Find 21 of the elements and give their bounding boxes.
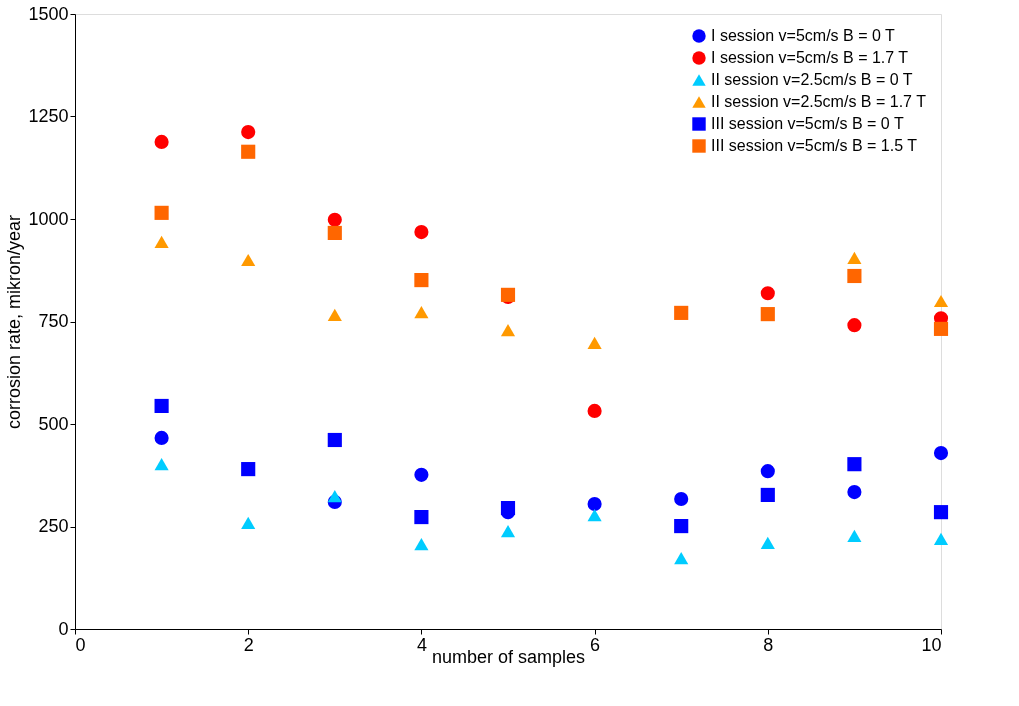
y-axis-title: corrosion rate, mikron/year: [4, 214, 25, 430]
x-tick-label: 2: [243, 634, 254, 655]
y-tick-label: 0: [58, 618, 69, 639]
legend-label: I session v=5cm/s B = 1.7 T: [711, 49, 909, 66]
legend-label: I session v=5cm/s B = 0 T: [711, 27, 896, 44]
x-tick-label: 6: [590, 634, 601, 655]
y-tick-label: 250: [38, 516, 69, 536]
y-tick-label: 1500: [28, 3, 69, 24]
x-tick-label: 10: [921, 634, 942, 655]
y-tick-label: 500: [38, 413, 69, 434]
legend-label: III session v=5cm/s B = 1.5 T: [711, 137, 918, 154]
x-tick-label: 4: [416, 634, 427, 655]
x-tick-label: 0: [75, 634, 86, 655]
legend-label: II session v=2.5cm/s B = 1.7 T: [711, 93, 927, 110]
y-tick-label: 1250: [28, 106, 69, 126]
x-axis-title: number of samples: [431, 646, 586, 667]
x-tick-label: 8: [763, 634, 774, 655]
legend-label: III session v=5cm/s B = 0 T: [711, 115, 904, 132]
y-tick-label: 1000: [28, 208, 69, 229]
legend-label: II session v=2.5cm/s B = 0 T: [711, 71, 913, 88]
y-tick-label: 750: [38, 311, 69, 331]
